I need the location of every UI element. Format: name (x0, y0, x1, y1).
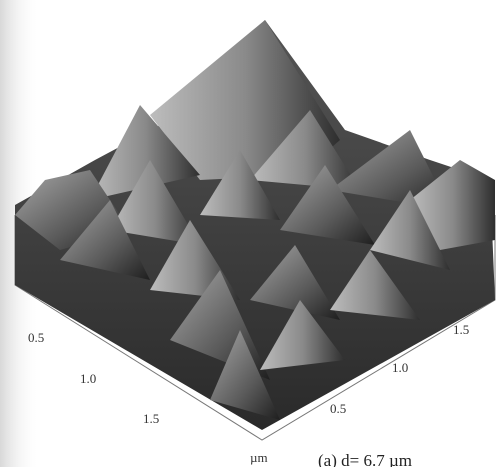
right-tick: 1.0 (392, 360, 408, 375)
surface (15, 20, 495, 430)
axis-unit: µm (250, 450, 268, 465)
left-tick: 1.0 (80, 371, 96, 386)
right-tick: 0.5 (330, 401, 346, 416)
right-tick: 1.5 (453, 322, 469, 337)
left-tick: 0.5 (28, 330, 44, 345)
caption: (a) d= 6.7 µm (318, 451, 412, 467)
afm-figure: 0.5 1.0 1.5 0.5 1.0 1.5 µm (a) d= 6.7 µm (0, 0, 502, 467)
left-tick: 1.5 (143, 411, 159, 426)
